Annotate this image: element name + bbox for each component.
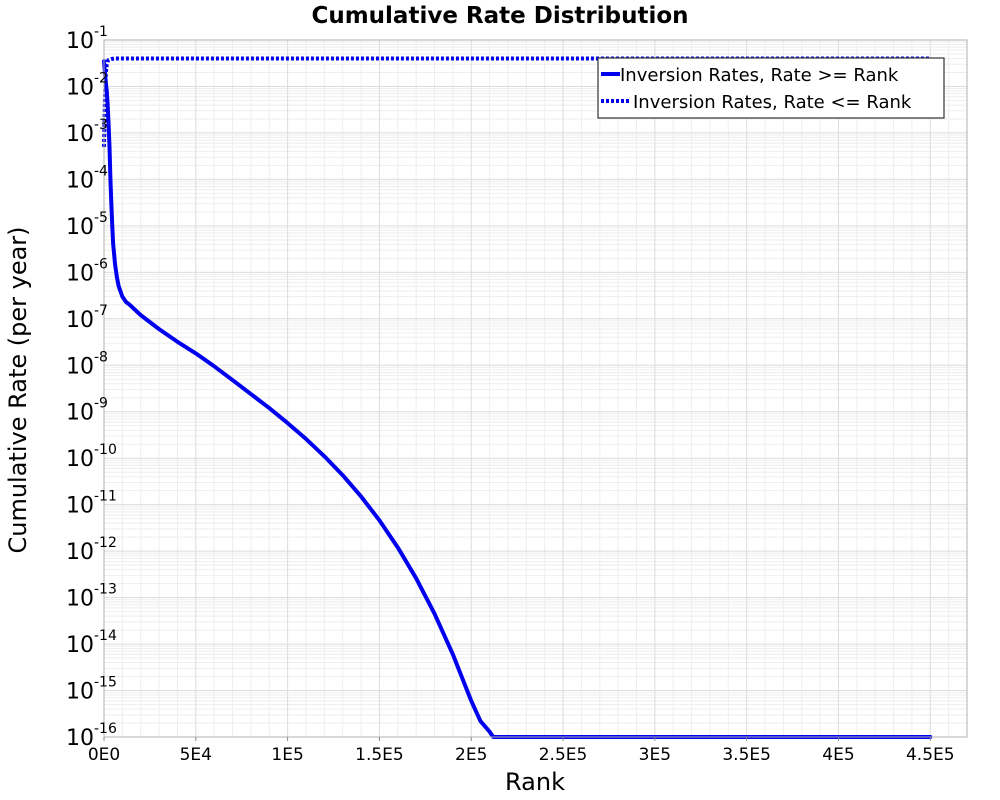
- y-axis-ticks: 10-1 10-2 10-3 10-4 10-5 10-6 10-7 10-8 10-9 10-1…: [66, 24, 117, 751]
- y-tick-label: 10-8: [66, 349, 108, 379]
- y-tick-label: 10-11: [66, 489, 117, 519]
- y-tick-label: 10-4: [66, 163, 108, 193]
- minor-grid: [104, 40, 968, 737]
- y-tick-label: 10-2: [66, 70, 108, 100]
- plot-frame: [103, 39, 968, 738]
- y-tick-label: 10-9: [66, 396, 108, 426]
- y-tick-label: 10-5: [66, 210, 108, 240]
- x-tick-label: 3E5: [639, 745, 671, 765]
- x-axis-ticks: 0E0 5E4 1E5 1.5E5 2E5 2.5E5 3E5 3.5E5 4E5 4.5E5: [88, 737, 955, 765]
- y-tick-label: 10-13: [66, 582, 117, 612]
- y-tick-label: 10-3: [66, 117, 108, 147]
- y-tick-label: 10-7: [66, 303, 108, 333]
- x-tick-label: 4E5: [822, 745, 854, 765]
- series-line-rate-gte-rank: [102, 59, 933, 739]
- x-tick-label: 1E5: [271, 745, 303, 765]
- series-layer: [102, 56, 933, 739]
- y-tick-label: 10-16: [66, 721, 117, 751]
- legend-box: [597, 57, 945, 119]
- x-axis-label: Rank: [505, 768, 565, 796]
- plot-area: [104, 40, 967, 737]
- y-tick-label: 10-15: [66, 675, 117, 705]
- x-tick-label: 3.5E5: [722, 745, 771, 765]
- x-tick-label: 5E4: [180, 745, 212, 765]
- chart-title: Cumulative Rate Distribution: [311, 3, 688, 29]
- x-tick-label: 0E0: [88, 745, 120, 765]
- x-tick-label: 4.5E5: [906, 745, 955, 765]
- y-tick-label: 10-12: [66, 535, 117, 565]
- y-tick-label: 10-10: [66, 442, 117, 472]
- y-tick-label: 10-1: [66, 24, 108, 54]
- x-tick-label: 2.5E5: [539, 745, 588, 765]
- y-tick-label: 10-6: [66, 256, 108, 286]
- legend-entry-rate-lte-rank: Inversion Rates, Rate <= Rank: [633, 92, 912, 113]
- legend-entry-rate-gte-rank: Inversion Rates, Rate >= Rank: [620, 65, 899, 86]
- legend: Inversion Rates, Rate >= Rank Inversion …: [597, 57, 945, 119]
- y-axis-label: Cumulative Rate (per year): [4, 226, 32, 553]
- x-tick-label: 2E5: [455, 745, 487, 765]
- series-line-rate-lte-rank: [102, 56, 931, 147]
- x-tick-label: 1.5E5: [355, 745, 404, 765]
- y-tick-label: 10-14: [66, 628, 117, 658]
